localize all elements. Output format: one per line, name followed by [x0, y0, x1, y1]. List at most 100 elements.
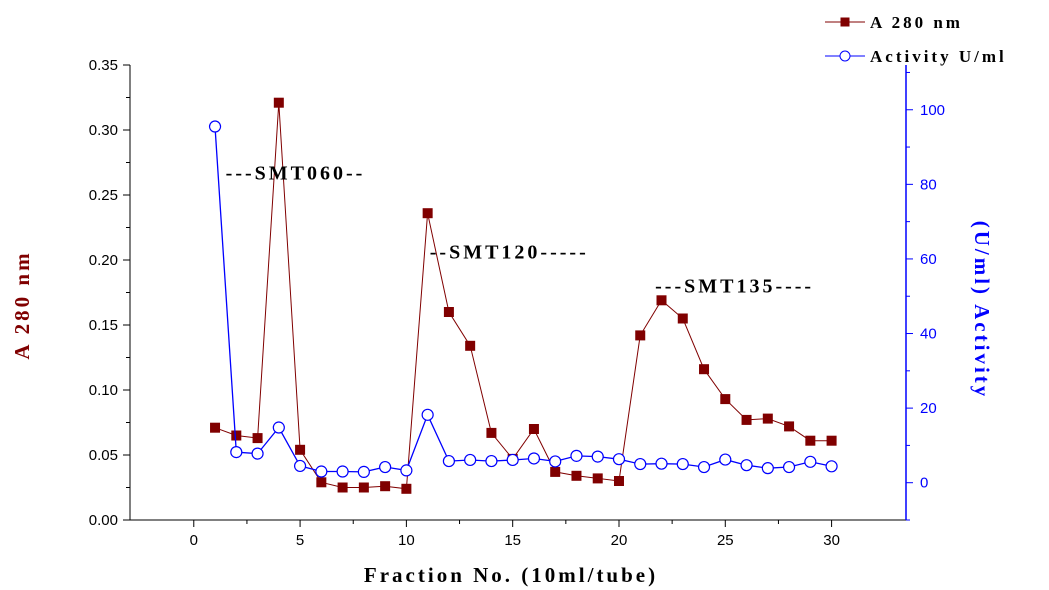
y-left-tick-label-5: 0.25: [89, 187, 118, 204]
data-point-s1-27: [782, 460, 796, 474]
left-y-axis-ticks: 0.00 0.05 0.10 0.15 0.20 0.25 0.30 0.35: [89, 57, 130, 529]
data-point-s1-16: [549, 455, 562, 468]
data-point-s1-13: [485, 454, 498, 468]
annotation-0: ---SMT060--: [226, 162, 366, 184]
legend-entry-activity: Activity U/ml: [825, 47, 1007, 66]
data-point-s1-4: [293, 459, 307, 473]
data-point-s0-5: [316, 477, 327, 488]
x-axis-title: Fraction No. (10ml/tube): [364, 563, 658, 587]
data-point-s1-24: [719, 453, 732, 466]
y-left-tick-label-0: 0.00: [89, 512, 118, 529]
data-point-s1-0: [208, 120, 222, 133]
data-point-s0-13: [486, 427, 497, 438]
x-tick-label-1: 5: [296, 532, 304, 549]
data-point-s0-4: [295, 444, 306, 455]
data-point-s1-12: [464, 453, 477, 467]
data-point-s0-8: [380, 481, 391, 492]
data-point-s1-28: [804, 455, 817, 468]
x-tick-label-2: 10: [398, 532, 415, 549]
x-tick-label-0: 0: [190, 532, 198, 549]
data-point-s1-5: [315, 465, 328, 478]
y-left-tick-label-4: 0.20: [89, 252, 118, 269]
data-point-s0-16: [550, 466, 561, 477]
data-point-s0-22: [677, 313, 688, 324]
legend-label-activity: Activity U/ml: [870, 47, 1007, 66]
data-point-s0-24: [720, 394, 731, 405]
data-point-s1-22: [676, 457, 689, 471]
data-point-s1-26: [761, 462, 774, 475]
data-point-s0-29: [826, 435, 837, 446]
y-right-tick-label-4: 80: [920, 176, 937, 193]
data-point-s0-28: [805, 435, 816, 446]
data-point-s0-20: [635, 330, 646, 341]
y-right-tick-label-2: 40: [920, 326, 937, 343]
data-point-s0-12: [465, 340, 476, 351]
x-axis-ticks: 0 5 10 15 20 25 30: [190, 520, 840, 549]
data-point-s0-3: [273, 97, 284, 108]
y-right-tick-label-5: 100: [920, 102, 945, 119]
y-left-tick-label-3: 0.15: [89, 317, 118, 334]
data-point-s0-26: [762, 413, 773, 424]
data-point-s0-0: [210, 422, 221, 433]
y-left-tick-label-1: 0.05: [89, 447, 118, 464]
data-point-s1-19: [612, 453, 626, 466]
series-0: [210, 97, 837, 494]
series-1: [208, 120, 838, 478]
data-point-s1-18: [591, 450, 604, 463]
legend-label-a280: A 280 nm: [870, 13, 963, 32]
data-point-s1-8: [379, 460, 392, 474]
data-point-s1-20: [634, 457, 647, 471]
data-point-s0-2: [252, 433, 263, 444]
right-y-axis-title: (U/ml) Activity: [970, 221, 994, 400]
annotation-1: --SMT120-----: [430, 242, 589, 264]
y-right-tick-label-0: 0: [920, 475, 928, 492]
legend-marker-a280: [840, 17, 850, 27]
data-point-s0-11: [443, 307, 454, 317]
legend-entry-a280: A 280 nm: [825, 13, 963, 32]
data-point-s1-23: [697, 460, 711, 474]
annotation-2: ---SMT135----: [655, 276, 814, 298]
data-point-s1-9: [400, 464, 413, 477]
x-tick-label-5: 25: [717, 532, 734, 549]
data-point-s1-11: [442, 454, 456, 468]
legend-marker-activity: [839, 50, 851, 62]
y-right-tick-label-1: 20: [920, 400, 937, 417]
data-point-s1-21: [655, 457, 668, 470]
data-point-s1-29: [825, 460, 838, 473]
right-y-axis-ticks: 0 20 40 60 80 100: [906, 71, 945, 521]
data-point-s1-25: [740, 459, 753, 472]
data-point-s0-27: [784, 421, 795, 432]
y-left-tick-label-6: 0.30: [89, 122, 118, 139]
x-tick-label-4: 20: [611, 532, 628, 549]
data-point-s1-17: [570, 449, 583, 462]
data-point-s0-18: [592, 473, 603, 484]
data-point-s0-19: [613, 476, 624, 486]
data-point-s1-10: [421, 408, 434, 421]
data-point-s0-25: [741, 414, 752, 425]
x-tick-label-6: 30: [823, 532, 840, 549]
data-point-s1-1: [230, 446, 243, 459]
data-point-s0-10: [422, 208, 433, 219]
data-point-s1-15: [527, 452, 541, 465]
data-point-s0-21: [656, 295, 667, 306]
annotations: ---SMT060-- --SMT120----- ---SMT135----: [226, 162, 814, 298]
data-point-s1-7: [357, 465, 370, 478]
left-y-axis-title: A 280 nm: [10, 250, 34, 359]
y-right-tick-label-3: 60: [920, 251, 937, 268]
data-point-s0-17: [571, 470, 582, 481]
legend: A 280 nm Activity U/ml: [825, 13, 1007, 66]
y-left-tick-label-2: 0.10: [89, 382, 118, 399]
data-point-s1-14: [506, 453, 519, 467]
data-point-s1-3: [272, 421, 285, 434]
y-left-tick-label-7: 0.35: [89, 57, 118, 74]
data-point-s0-7: [358, 482, 369, 493]
data-point-s0-1: [231, 430, 242, 441]
data-point-s1-2: [251, 447, 264, 460]
series-layer: [208, 97, 838, 494]
data-point-s1-6: [336, 465, 349, 478]
data-point-s0-6: [337, 482, 348, 493]
data-point-s0-23: [699, 364, 710, 375]
data-point-s0-15: [528, 424, 539, 434]
data-point-s0-9: [401, 483, 412, 494]
